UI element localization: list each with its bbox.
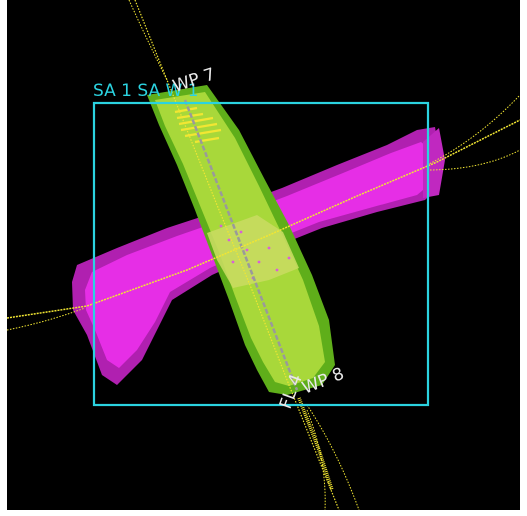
track-lines <box>7 0 520 510</box>
survey-area-boundary[interactable] <box>92 101 430 407</box>
survey-area-label: SA 1 SA W 1 <box>93 81 199 101</box>
map-canvas[interactable]: SA 1 SA W 1 WP 7 WP 8 FL 4 <box>7 0 520 510</box>
magenta-swath <box>85 142 431 368</box>
map-viewport[interactable]: SA 1 SA W 1 WP 7 WP 8 FL 4 <box>7 0 520 510</box>
sample-dots <box>219 224 291 280</box>
flight-line-center <box>183 99 299 391</box>
